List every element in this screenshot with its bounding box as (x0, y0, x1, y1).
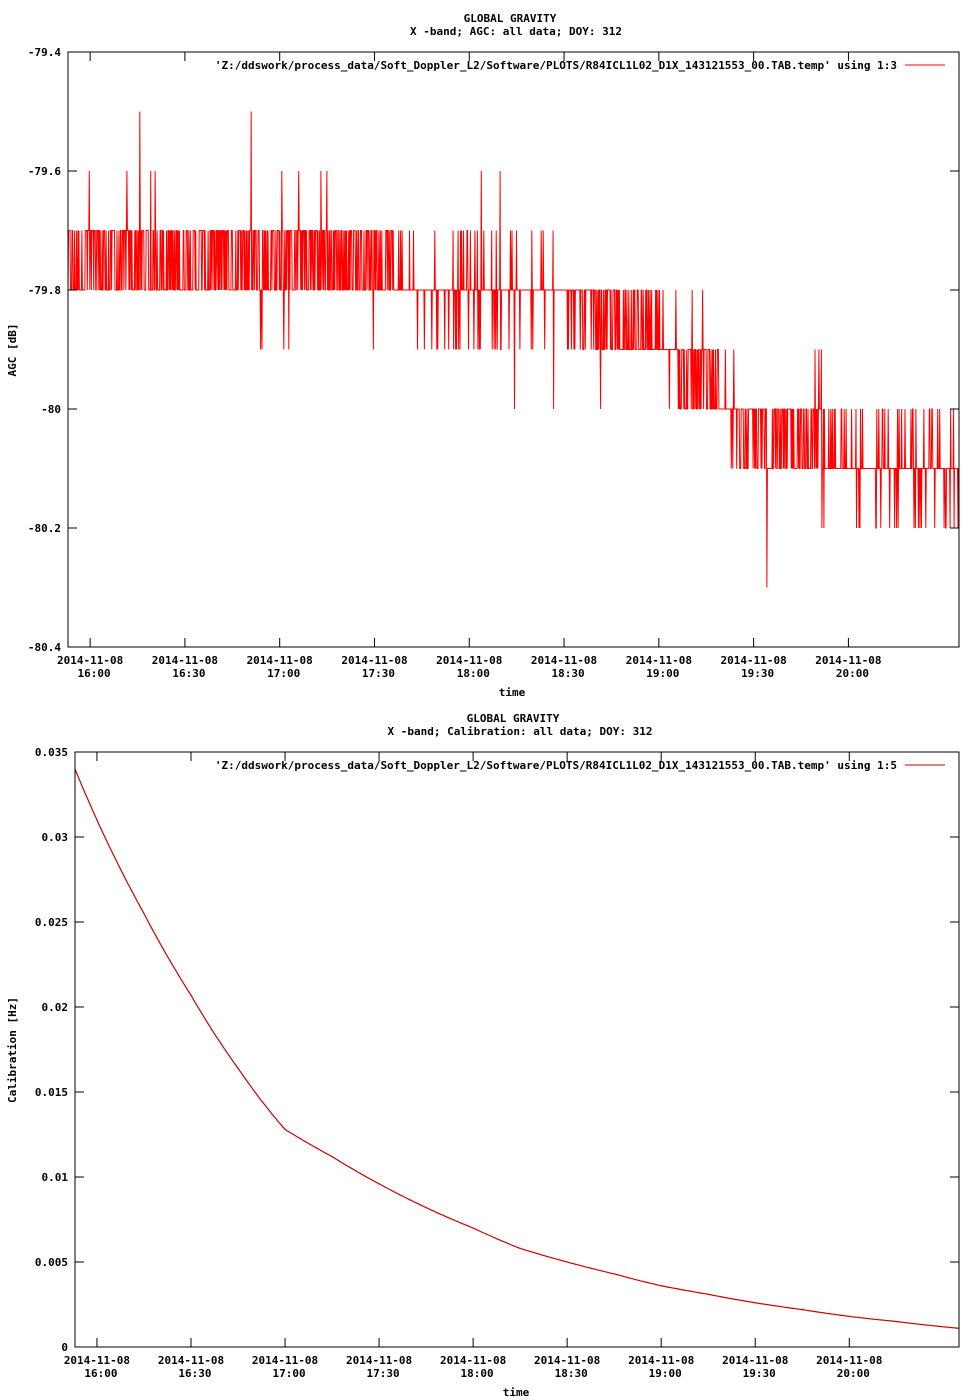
x-tick-label: 18:30 (551, 667, 584, 680)
x-tick-label: 19:30 (741, 667, 774, 680)
y-tick-label: 0.015 (35, 1086, 68, 1099)
y-tick-label: 0 (61, 1341, 68, 1354)
x-tick-label: 2014-11-08 (346, 1354, 412, 1367)
x-tick-label: 2014-11-08 (531, 654, 597, 667)
y-tick-label: -80.4 (28, 641, 61, 654)
axis-ticks: -79.4-79.6-79.8-80-80.2-80.42014-11-0816… (28, 46, 959, 680)
data-point (801, 1309, 803, 1311)
x-tick-label: 2014-11-08 (57, 654, 123, 667)
agc-trace (67, 111, 959, 588)
y-tick-label: 0.025 (35, 916, 68, 929)
axis-ticks: 0.0350.030.0250.020.0150.010.00502014-11… (35, 746, 959, 1380)
data-point (331, 1156, 333, 1158)
y-tick-label: 0.005 (35, 1256, 68, 1269)
x-axis-label: time (499, 686, 526, 699)
data-point (143, 912, 145, 915)
x-tick-label: 19:00 (649, 1367, 682, 1380)
y-tick-label: 0.03 (42, 831, 69, 844)
x-tick-label: 19:30 (743, 1367, 776, 1380)
data-point (754, 1302, 756, 1304)
x-tick-label: 2014-11-08 (158, 1354, 224, 1367)
x-tick-label: 2014-11-08 (626, 654, 692, 667)
data-point (472, 1227, 474, 1229)
data-point (707, 1293, 709, 1295)
x-tick-label: 2014-11-08 (815, 654, 881, 667)
x-tick-label: 18:30 (555, 1367, 588, 1380)
chart-subtitle: X -band; AGC: all data; DOY: 312 (410, 25, 622, 38)
chart-title: GLOBAL GRAVITY (467, 712, 560, 725)
x-tick-label: 2014-11-08 (152, 654, 218, 667)
x-tick-label: 20:00 (836, 667, 869, 680)
x-tick-label: 2014-11-08 (440, 1354, 506, 1367)
x-tick-label: 17:00 (272, 1367, 305, 1380)
x-tick-label: 2014-11-08 (247, 654, 313, 667)
x-tick-label: 2014-11-08 (436, 654, 502, 667)
agc-chart: GLOBAL GRAVITY X -band; AGC: all data; D… (6, 12, 960, 699)
data-point (613, 1273, 615, 1275)
calibration-series (74, 768, 960, 1329)
x-tick-label: 18:00 (461, 1367, 494, 1380)
x-tick-label: 2014-11-08 (341, 654, 407, 667)
x-tick-label: 2014-11-08 (721, 654, 787, 667)
y-tick-label: 0.02 (42, 1001, 69, 1014)
x-tick-label: 2014-11-08 (534, 1354, 600, 1367)
data-point (848, 1315, 850, 1317)
x-tick-label: 16:30 (178, 1367, 211, 1380)
data-point (519, 1247, 521, 1249)
calibration-chart: GLOBAL GRAVITY X -band; Calibration: all… (6, 712, 960, 1399)
data-point (284, 1128, 286, 1130)
x-tick-label: 18:00 (457, 667, 490, 680)
data-point (378, 1183, 380, 1185)
x-tick-label: 2014-11-08 (252, 1354, 318, 1367)
x-tick-label: 2014-11-08 (64, 1354, 130, 1367)
data-point (425, 1207, 427, 1209)
data-point (895, 1320, 897, 1323)
y-tick-label: 0.01 (42, 1171, 69, 1184)
data-point (660, 1285, 662, 1287)
y-tick-label: -79.8 (28, 284, 61, 297)
y-axis-label: Calibration [Hz] (6, 997, 19, 1103)
data-point (566, 1261, 568, 1263)
x-tick-label: 2014-11-08 (628, 1354, 694, 1367)
chart-title: GLOBAL GRAVITY (464, 12, 557, 25)
x-tick-label: 17:30 (362, 667, 395, 680)
plot-frame (67, 51, 960, 648)
legend-label: 'Z:/ddswork/process_data/Soft_Doppler_L2… (215, 59, 897, 72)
agc-series (67, 111, 959, 588)
data-point (96, 819, 98, 821)
x-tick-label: 16:30 (172, 667, 205, 680)
x-tick-label: 17:30 (367, 1367, 400, 1380)
data-point (237, 1067, 239, 1069)
x-tick-label: 2014-11-08 (816, 1354, 882, 1367)
x-tick-label: 16:00 (78, 667, 111, 680)
x-tick-label: 2014-11-08 (722, 1354, 788, 1367)
x-tick-label: 19:00 (646, 667, 679, 680)
y-tick-label: -79.6 (28, 165, 61, 178)
plot-frame (74, 751, 960, 1348)
y-tick-label: -79.4 (28, 46, 61, 59)
chart-subtitle: X -band; Calibration: all data; DOY: 312 (388, 725, 653, 738)
x-axis-label: time (503, 1386, 530, 1399)
x-tick-label: 16:00 (84, 1367, 117, 1380)
y-axis-label: AGC [dB] (6, 324, 19, 377)
y-tick-label: -80 (41, 403, 61, 416)
x-tick-label: 20:00 (837, 1367, 870, 1380)
y-tick-label: 0.035 (35, 746, 68, 759)
y-tick-label: -80.2 (28, 522, 61, 535)
data-point (190, 994, 192, 996)
calibration-line (74, 768, 960, 1329)
x-tick-label: 17:00 (267, 667, 300, 680)
legend-label: 'Z:/ddswork/process_data/Soft_Doppler_L2… (215, 759, 897, 772)
